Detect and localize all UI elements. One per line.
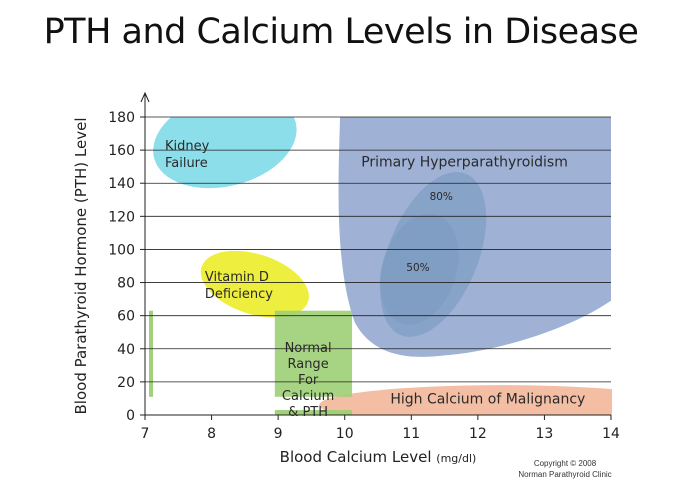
copyright-line-1: Copyright © 2008 <box>533 459 597 468</box>
region-label-line: Deficiency <box>205 287 273 302</box>
vitamin-d-region <box>200 250 309 318</box>
x-axis-title-main: Blood Calcium Level <box>280 448 437 466</box>
x-axis-title: Blood Calcium Level (mg/dl) <box>280 448 477 466</box>
x-tick-label: 10 <box>336 426 354 442</box>
region-label-line: Kidney <box>165 139 210 154</box>
x-tick-label: 7 <box>141 426 150 442</box>
x-tick-label: 8 <box>207 426 216 442</box>
y-tick-label: 40 <box>117 342 135 358</box>
region-label-line: For <box>298 373 319 388</box>
malignancy-region <box>319 385 612 415</box>
y-axis-arrow <box>140 91 150 103</box>
region-label-line: Vitamin D <box>205 270 269 285</box>
region-label: 80% <box>430 191 453 203</box>
kidney-failure-region <box>153 117 297 189</box>
y-tick-label: 80 <box>117 276 135 292</box>
y-tick-label: 140 <box>108 176 135 192</box>
region-label-line: Calcium <box>282 389 334 404</box>
region-label-line: Failure <box>165 156 208 171</box>
y-tick-label: 0 <box>126 408 135 424</box>
chart-title: PTH and Calcium Levels in Disease <box>43 12 639 52</box>
x-tick-label: 11 <box>402 426 420 442</box>
copyright-line-2: Norman Parathyroid Clinic <box>518 470 612 479</box>
y-axis-title: Blood Parathyroid Hormone (PTH) Level <box>72 118 90 415</box>
x-tick-label: 14 <box>602 426 620 442</box>
x-axis-unit: (mg/dl) <box>436 452 476 465</box>
x-tick-label: 9 <box>274 426 283 442</box>
normal-pth-bar <box>148 310 153 397</box>
region-label: 50% <box>406 262 429 274</box>
x-tick-label: 13 <box>536 426 554 442</box>
region-label: High Calcium of Malignancy <box>390 391 585 407</box>
region-label-line: Normal <box>285 341 332 356</box>
y-tick-label: 100 <box>108 242 135 258</box>
x-tick-label: 12 <box>469 426 487 442</box>
normal-calcium-bar <box>274 410 353 415</box>
region-label: Primary Hyperparathyroidism <box>361 155 568 171</box>
copyright: Copyright © 2008 Norman Parathyroid Clin… <box>490 458 640 480</box>
y-tick-label: 160 <box>108 143 135 159</box>
y-tick-label: 120 <box>108 209 135 225</box>
region-label-line: & PTH <box>288 405 328 420</box>
hyperpara-50-ellipse <box>379 213 459 325</box>
y-tick-label: 60 <box>117 309 135 325</box>
y-tick-label: 180 <box>108 110 135 126</box>
region-label-line: Range <box>287 357 328 372</box>
y-tick-label: 20 <box>117 375 135 391</box>
normal-range-box <box>274 310 353 397</box>
